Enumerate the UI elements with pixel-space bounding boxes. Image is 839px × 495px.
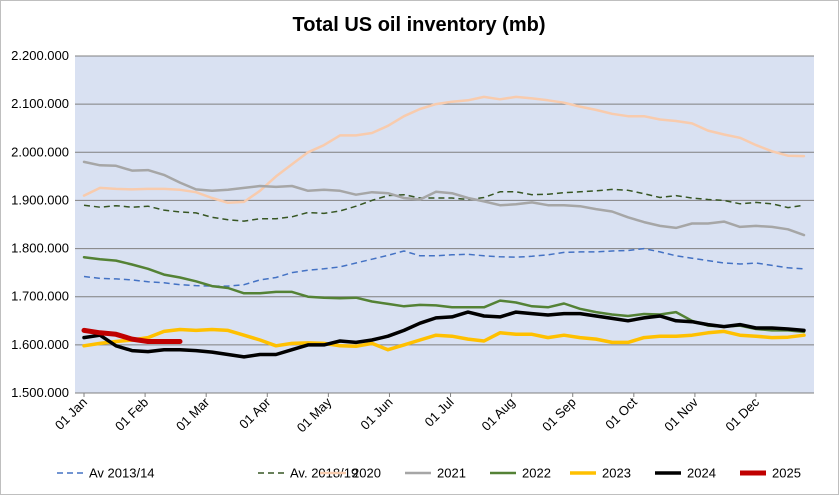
series-line-av-2013-14 <box>83 247 805 287</box>
y-tick-label: 2.200.000 <box>11 48 69 63</box>
x-tick-label: 01 Nov <box>661 394 701 434</box>
series-line-2024 <box>82 310 806 359</box>
x-tick-label: 01 Dec <box>722 394 762 434</box>
y-axis-tick-labels: 1.500.000 1.600.000 1.700.000 1.800.000 1.90… <box>11 48 69 400</box>
x-tick-label: 01 Jul <box>422 394 457 429</box>
x-tick-label: 01 Oct <box>602 394 640 432</box>
series-line-av-2018-19 <box>83 188 805 222</box>
legend-label: Av 2013/14 <box>89 466 155 481</box>
series-line-2021 <box>82 160 806 237</box>
legend-label: 2024 <box>687 466 716 481</box>
x-tick-label: 01 May <box>294 394 335 435</box>
x-tick-label: 01 Mar <box>173 394 213 434</box>
legend-label: 2025 <box>772 466 801 481</box>
chart-title: Total US oil inventory (mb) <box>293 14 546 36</box>
x-tick-label: 01 Sep <box>539 395 579 435</box>
legend-label: 2022 <box>522 466 551 481</box>
y-tick-label: 2.100.000 <box>11 96 69 111</box>
x-tick-label: 01 Aug <box>479 395 518 434</box>
x-tick-label: 01 Apr <box>236 394 274 432</box>
series-line-2020 <box>82 95 806 205</box>
series-line-2023 <box>82 327 806 352</box>
series-line-2022 <box>82 255 806 334</box>
legend-label: 2020 <box>352 466 381 481</box>
y-tick-label: 1.900.000 <box>11 192 69 207</box>
y-tick-label: 1.600.000 <box>11 337 69 352</box>
y-tick-label: 1.800.000 <box>11 241 69 256</box>
series-lines <box>81 95 806 359</box>
series-line-2025 <box>81 327 183 344</box>
legend-label: 2023 <box>602 466 631 481</box>
x-tick-label: 01 Feb <box>112 395 151 434</box>
x-axis-tick-labels: 01 Jan 01 Feb 01 Mar 01 Apr 01 May 01 Jun 01 J… <box>52 393 762 435</box>
x-tick-label: 01 Jun <box>357 395 395 433</box>
y-tick-label: 2.000.000 <box>11 144 69 159</box>
y-tick-label: 1.700.000 <box>11 289 69 304</box>
legend-label: 2021 <box>437 466 466 481</box>
x-tick-label: 01 Jan <box>52 395 90 433</box>
y-tick-label: 1.500.000 <box>11 385 69 400</box>
gridlines <box>75 55 814 394</box>
